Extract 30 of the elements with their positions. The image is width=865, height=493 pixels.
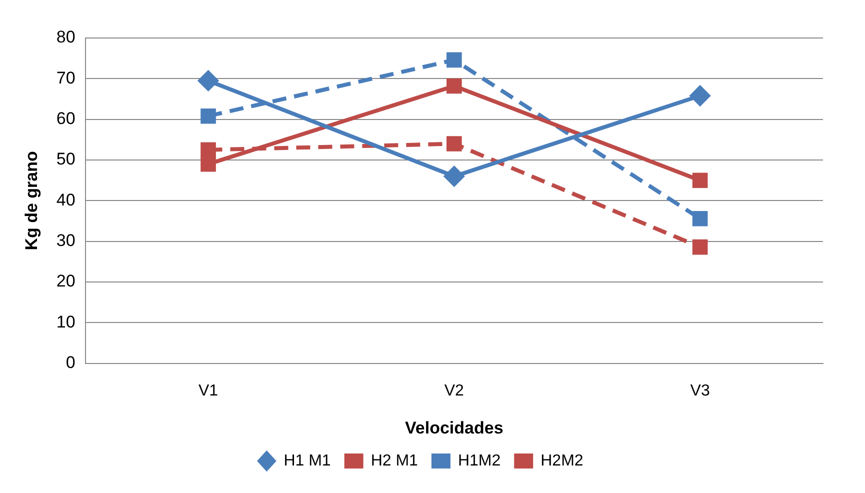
y-tick-label: 60: [56, 109, 76, 128]
y-tick-label: 40: [56, 190, 76, 210]
x-tick-label: V2: [444, 382, 464, 400]
legend-label: H1 M1: [284, 452, 331, 470]
y-tick-label: 30: [56, 231, 76, 250]
y-axis-title: Kg de grano: [22, 151, 41, 250]
y-tick-label: 0: [66, 353, 76, 372]
point: [444, 166, 464, 186]
point: [692, 239, 708, 255]
y-tick-label: 70: [56, 68, 76, 88]
point: [446, 52, 462, 68]
y-tick-label: 50: [56, 150, 76, 169]
x-tick-label: V3: [690, 382, 710, 400]
point: [692, 172, 708, 188]
point: [200, 142, 216, 158]
legend-label: H2M2: [540, 452, 584, 470]
point: [692, 210, 708, 226]
y-tick-label: 80: [56, 28, 76, 47]
point: [198, 70, 218, 91]
legend-label: H2 M1: [370, 452, 418, 470]
legend-label: H1M2: [458, 452, 501, 470]
y-tick-label: 10: [56, 312, 76, 332]
x-axis-title: Velocidades: [405, 418, 504, 438]
y-tick-label: 20: [56, 272, 76, 291]
point: [446, 78, 462, 94]
x-tick-label: V1: [198, 382, 218, 400]
point: [200, 108, 216, 124]
point: [446, 136, 462, 152]
point: [690, 86, 710, 106]
point: [200, 156, 216, 172]
